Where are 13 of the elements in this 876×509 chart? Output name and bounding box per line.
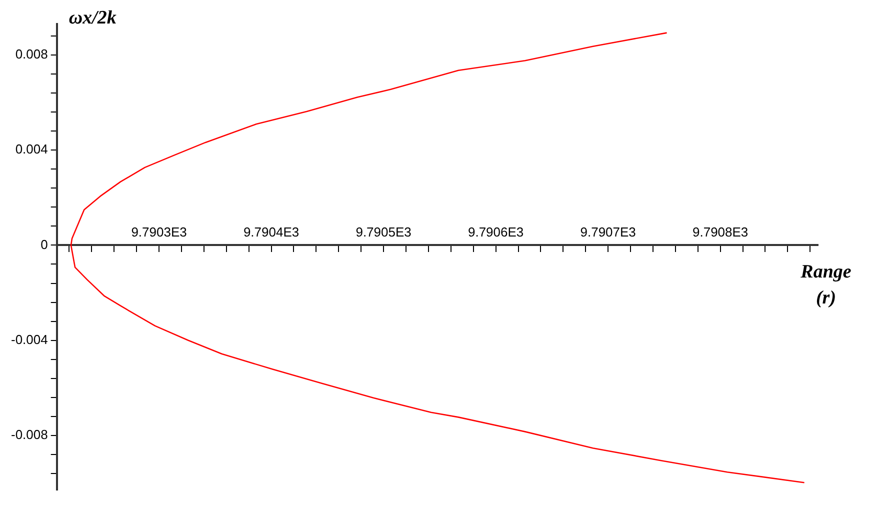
y-tick-label: 0.008	[15, 46, 48, 62]
x-tick-label: 9.7908E3	[692, 224, 748, 240]
y-tick-label: -0.004	[10, 332, 48, 347]
y-tick-label: -0.008	[10, 427, 48, 442]
x-tick-label: 9.7905E3	[356, 224, 412, 240]
y-tick-label: 0.004	[15, 142, 48, 157]
x-tick-label: 9.7904E3	[243, 224, 300, 240]
x-axis-title: Range (r)	[800, 262, 852, 309]
y-tick-label: 0	[40, 236, 48, 252]
x-tick-label: 9.7907E3	[580, 224, 636, 240]
x-tick-label: 9.7903E3	[131, 224, 187, 240]
y-axis-title: ωx/2k	[68, 7, 117, 28]
x-tick-label: 9.7906E3	[468, 224, 524, 240]
